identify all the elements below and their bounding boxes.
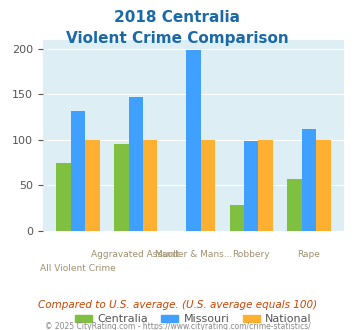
Text: Aggravated Assault: Aggravated Assault [92,250,180,259]
Bar [287,179,302,231]
Bar [316,140,331,231]
Text: 2018 Centralia: 2018 Centralia [115,10,240,25]
Bar [85,140,100,231]
Text: Murder & Mans...: Murder & Mans... [155,250,232,259]
Legend: Centralia, Missouri, National: Centralia, Missouri, National [71,310,316,329]
Bar [302,129,316,231]
Text: Robbery: Robbery [233,250,270,259]
Bar [186,50,201,231]
Text: Rape: Rape [297,250,321,259]
Bar [258,140,273,231]
Bar [71,111,85,231]
Bar [230,206,244,231]
Text: All Violent Crime: All Violent Crime [40,264,116,273]
Text: © 2025 CityRating.com - https://www.cityrating.com/crime-statistics/: © 2025 CityRating.com - https://www.city… [45,322,310,330]
Bar [201,140,215,231]
Bar [244,141,258,231]
Text: Compared to U.S. average. (U.S. average equals 100): Compared to U.S. average. (U.S. average … [38,300,317,310]
Bar [56,163,71,231]
Bar [129,97,143,231]
Text: Violent Crime Comparison: Violent Crime Comparison [66,31,289,46]
Bar [114,145,129,231]
Bar [143,140,157,231]
